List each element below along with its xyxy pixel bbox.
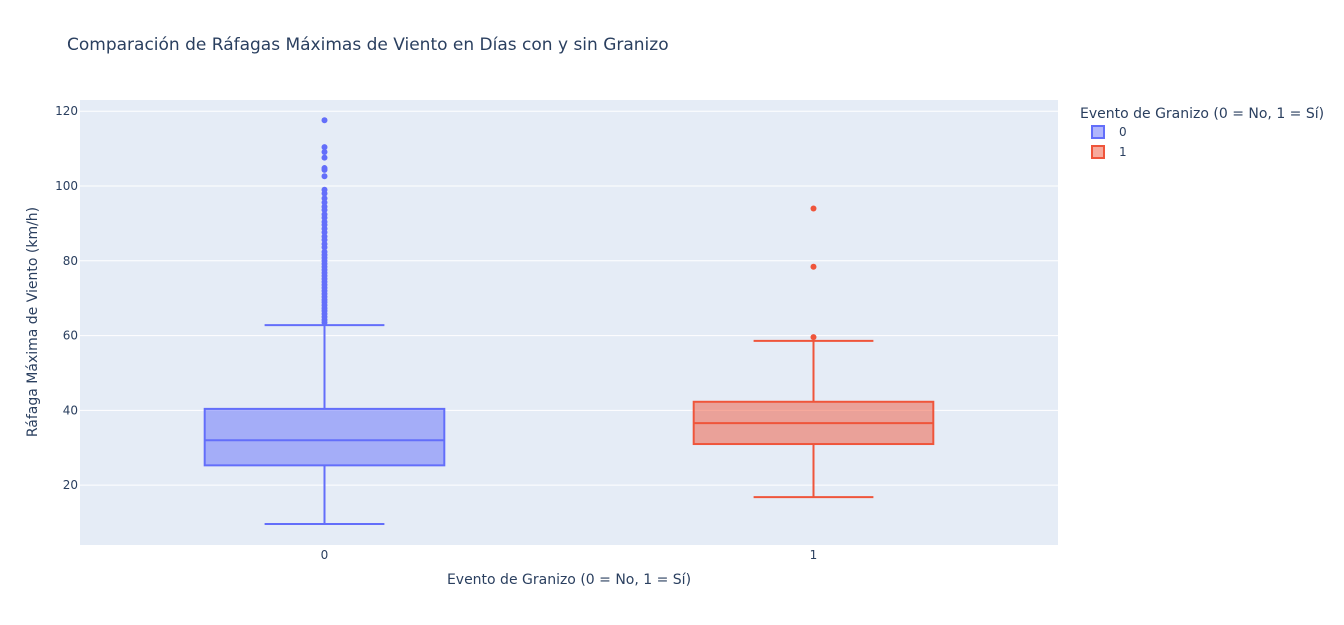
outlier-point bbox=[321, 211, 328, 218]
y-tick-label: 120 bbox=[55, 104, 78, 118]
x-tick-label: 0 bbox=[321, 548, 329, 562]
outlier-point bbox=[321, 144, 328, 151]
y-tick-label: 80 bbox=[63, 254, 78, 268]
chart-title: Comparación de Ráfagas Máximas de Viento… bbox=[67, 35, 669, 55]
outlier-point bbox=[321, 248, 328, 255]
outlier-point bbox=[321, 240, 328, 247]
y-tick-label: 40 bbox=[63, 403, 78, 417]
legend-label: 1 bbox=[1119, 145, 1127, 159]
boxes bbox=[203, 117, 935, 526]
plot-area bbox=[80, 100, 1058, 545]
outlier-point bbox=[321, 233, 328, 240]
outlier-point bbox=[321, 117, 328, 124]
box-series-1 bbox=[692, 205, 935, 499]
legend-swatch bbox=[1091, 145, 1105, 159]
outlier-point bbox=[810, 205, 817, 212]
legend-title: Evento de Granizo (0 = No, 1 = Sí) bbox=[1080, 106, 1324, 122]
legend-label: 0 bbox=[1119, 125, 1127, 139]
legend: Evento de Granizo (0 = No, 1 = Sí) 0 1 bbox=[1080, 106, 1324, 159]
y-tick-label: 60 bbox=[63, 329, 78, 343]
outlier-point bbox=[321, 203, 328, 210]
outlier-point bbox=[810, 334, 817, 341]
outlier-point bbox=[321, 165, 328, 172]
outlier-point bbox=[321, 199, 328, 206]
iqr-box bbox=[203, 407, 446, 467]
y-axis-title: Ráfaga Máxima de Viento (km/h) bbox=[25, 207, 41, 437]
x-tick-label: 1 bbox=[810, 548, 818, 562]
y-tick-label: 100 bbox=[55, 179, 78, 193]
y-axis-ticks: 20 40 60 80 100 120 bbox=[55, 104, 78, 492]
box-series-0 bbox=[203, 117, 446, 526]
outlier-point bbox=[321, 173, 328, 180]
outlier-point bbox=[321, 148, 328, 155]
outlier-point bbox=[321, 195, 328, 202]
x-axis-title: Evento de Granizo (0 = No, 1 = Sí) bbox=[447, 572, 691, 588]
outlier-point bbox=[321, 186, 328, 193]
legend-swatch bbox=[1091, 125, 1105, 139]
y-tick-label: 20 bbox=[63, 478, 78, 492]
outlier-point bbox=[810, 263, 817, 270]
outlier-point bbox=[321, 154, 328, 161]
outlier-point bbox=[321, 218, 328, 225]
